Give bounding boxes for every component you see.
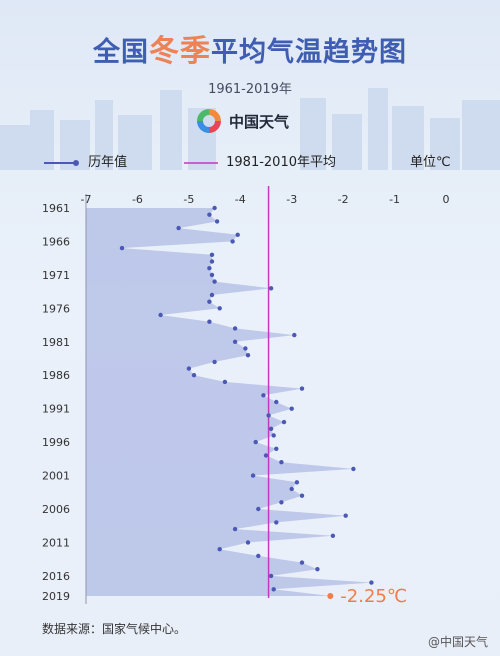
data-point <box>268 573 274 579</box>
data-point <box>217 306 222 311</box>
data-point <box>289 486 294 492</box>
city-skyline-background <box>0 88 500 170</box>
data-point <box>217 547 222 552</box>
data-point <box>266 413 271 418</box>
x-tick-label: -6 <box>132 193 143 206</box>
data-point <box>222 379 228 385</box>
data-point <box>209 292 215 298</box>
y-tick-label: 2006 <box>42 503 70 516</box>
data-point <box>253 439 258 445</box>
data-point <box>279 460 284 465</box>
data-point <box>343 513 348 518</box>
last-value-label: -2.25℃ <box>340 586 407 607</box>
data-point <box>351 466 356 472</box>
data-point <box>327 593 334 599</box>
data-point <box>209 259 215 264</box>
x-tick-label: -2 <box>338 193 349 206</box>
x-tick-label: -5 <box>183 193 194 206</box>
data-point <box>292 332 297 338</box>
data-point <box>294 480 300 485</box>
y-tick-label: 2019 <box>42 590 70 603</box>
watermark-account: @中国天气 <box>427 635 488 649</box>
data-point <box>250 473 256 478</box>
legend-unit: 单位℃ <box>410 155 451 170</box>
data-point <box>256 553 261 559</box>
data-point <box>299 493 305 498</box>
data-point <box>268 286 274 291</box>
brand-logo: 中国天气 <box>195 104 289 138</box>
data-point <box>209 252 215 257</box>
data-point <box>271 587 276 592</box>
data-point <box>299 560 305 565</box>
data-point <box>214 219 220 224</box>
data-point <box>243 346 248 351</box>
y-tick-label: 1996 <box>42 436 70 449</box>
series-area <box>86 208 372 596</box>
data-point <box>232 526 238 532</box>
data-point <box>271 433 276 438</box>
data-point <box>186 366 192 371</box>
data-point <box>330 533 336 538</box>
data-point <box>207 266 212 271</box>
data-point <box>274 446 279 451</box>
y-tick-label: 1961 <box>42 202 70 215</box>
y-tick-label: 1971 <box>42 269 70 282</box>
data-point <box>256 506 261 512</box>
weather-swirl-logo-icon <box>197 109 221 133</box>
data-point <box>279 500 284 505</box>
data-point <box>212 279 217 284</box>
data-point <box>245 540 251 545</box>
data-point <box>191 373 197 378</box>
x-tick-label: -3 <box>286 193 297 206</box>
data-point <box>235 232 240 237</box>
data-point <box>207 212 212 217</box>
data-point <box>263 453 269 458</box>
x-tick-label: -1 <box>389 193 400 206</box>
data-point <box>289 406 294 411</box>
data-point <box>209 272 215 278</box>
data-point <box>245 353 251 358</box>
y-tick-label: 1991 <box>42 403 70 416</box>
y-tick-label: 1981 <box>42 336 70 349</box>
data-point <box>212 205 217 211</box>
legend-history-label: 历年值 <box>88 155 128 170</box>
y-tick-label: 2011 <box>42 536 70 549</box>
legend-history-swatch <box>44 159 79 166</box>
chart-subtitle: 1961-2019年 <box>208 82 292 97</box>
x-tick-label: -7 <box>81 193 92 206</box>
y-tick-label: 1966 <box>42 235 70 248</box>
x-tick-label: 0 <box>443 193 450 206</box>
data-point <box>281 419 287 425</box>
brand-name: 中国天气 <box>229 112 290 131</box>
legend-normal: 1981-2010年平均 <box>182 151 336 170</box>
data-point <box>299 386 305 391</box>
data-point <box>230 239 235 244</box>
data-point <box>176 225 181 231</box>
data-point <box>207 299 212 304</box>
data-point <box>232 326 238 331</box>
data-point <box>274 399 279 405</box>
data-point <box>232 339 238 344</box>
y-tick-label: 1986 <box>42 369 70 382</box>
data-point <box>261 393 266 398</box>
data-point <box>268 426 274 431</box>
data-point <box>212 359 217 365</box>
data-point <box>119 245 125 251</box>
y-tick-label: 2016 <box>42 570 70 583</box>
data-point <box>274 520 279 525</box>
data-point <box>315 567 320 572</box>
legend-normal-swatch <box>184 161 218 164</box>
legend-history: 历年值 <box>42 151 127 170</box>
data-point <box>369 580 374 585</box>
data-point <box>158 312 163 318</box>
data-source: 数据来源：国家气候中心。 <box>42 622 187 636</box>
legend-normal-label: 1981-2010年平均 <box>226 155 336 170</box>
x-tick-label: -4 <box>235 193 246 206</box>
chart-title: 全国冬季平均气温趋势图 <box>93 34 407 69</box>
y-tick-label: 1976 <box>42 302 70 315</box>
y-tick-label: 2001 <box>42 470 70 483</box>
data-point <box>207 319 212 324</box>
